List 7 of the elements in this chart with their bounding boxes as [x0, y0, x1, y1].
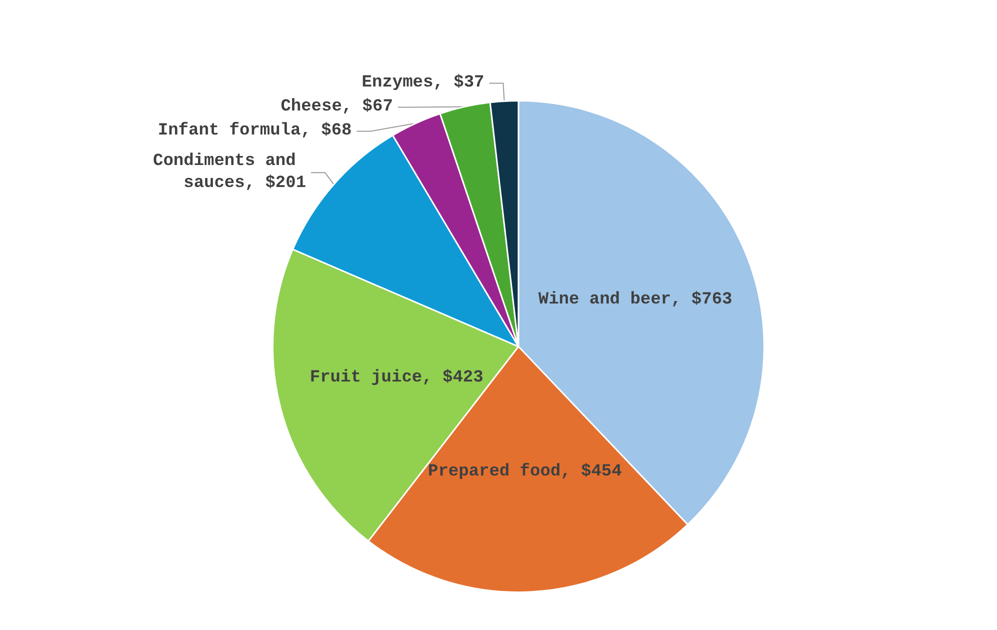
slice-label: Infant formula, $68 — [158, 122, 352, 141]
slice-label: Enzymes, $37 — [362, 74, 484, 93]
slice-label: Prepared food, $454 — [428, 462, 622, 482]
slice-label: Cheese, $67 — [280, 98, 393, 117]
slice-label: Fruit juice, $423 — [310, 368, 484, 388]
slice-label: Condiments and sauces, $201 — [153, 152, 306, 194]
slice-label: Wine and beer, $763 — [538, 290, 732, 310]
